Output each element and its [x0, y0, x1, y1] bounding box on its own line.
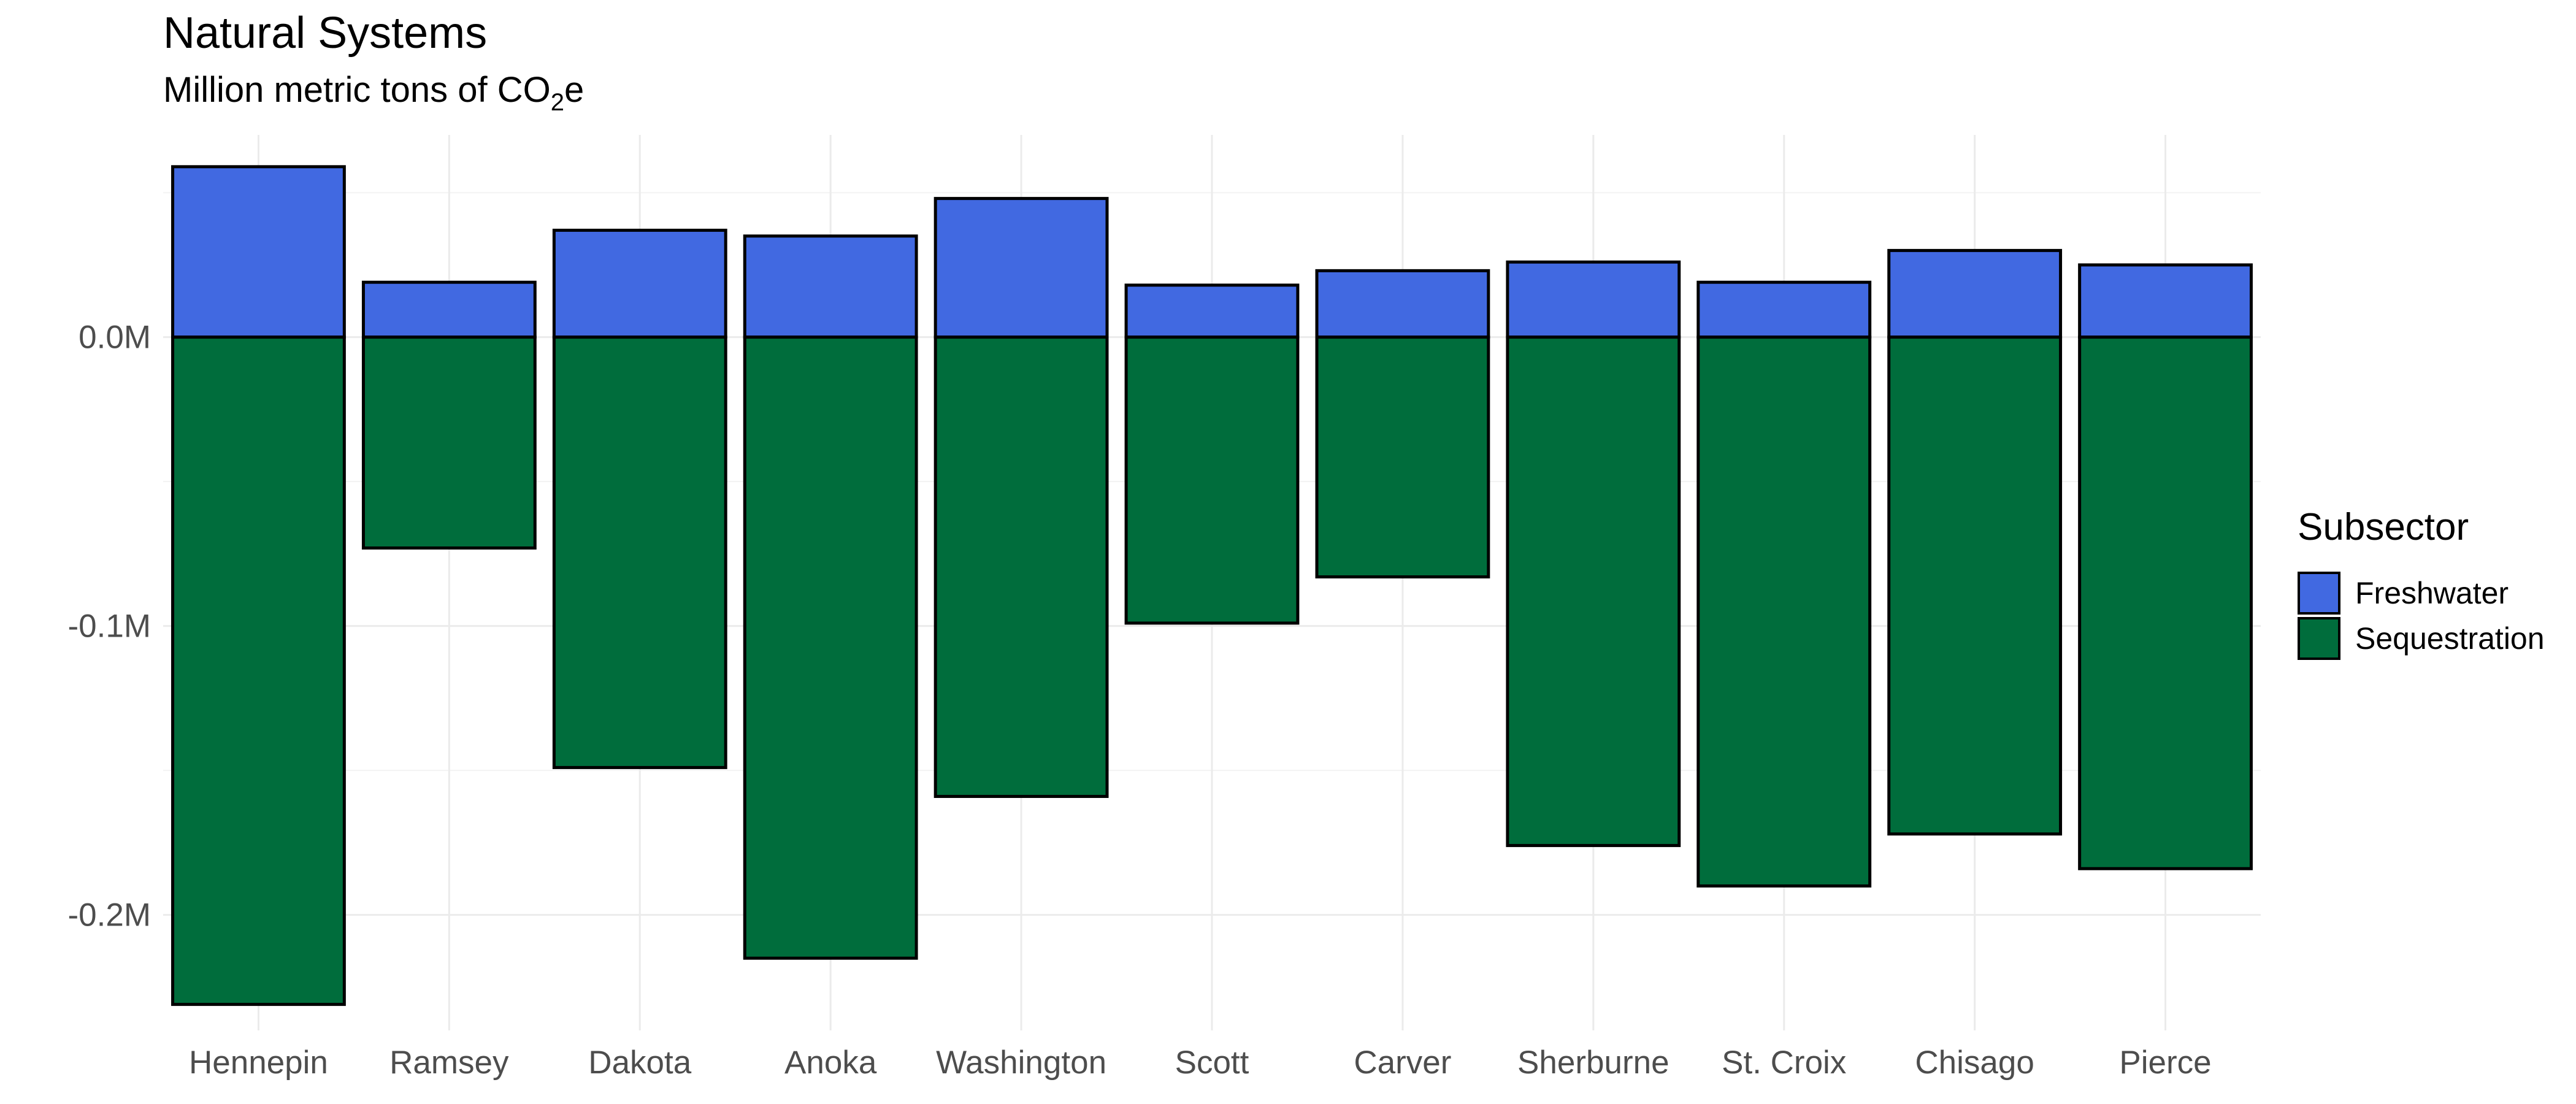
- y-tick-label: -0.2M: [68, 897, 151, 933]
- bar-sequestration-carver: [1315, 335, 1490, 579]
- bar-sequestration-washington: [933, 335, 1109, 799]
- bar-freshwater-ramsey: [361, 280, 537, 339]
- bar-sequestration-hennepin: [171, 335, 346, 1006]
- legend-title: Subsector: [2298, 506, 2469, 548]
- x-tick-label: Scott: [1175, 1045, 1249, 1081]
- x-tick-label: Ramsey: [389, 1045, 509, 1081]
- bar-freshwater-hennepin: [171, 165, 346, 339]
- bar-freshwater-dakota: [552, 228, 727, 339]
- subtitle-suffix: e: [564, 70, 584, 110]
- y-tick-label: -0.1M: [68, 608, 151, 645]
- bar-freshwater-carver: [1315, 269, 1490, 339]
- bar-freshwater-scott: [1124, 283, 1300, 339]
- x-tick-label: St. Croix: [1722, 1045, 1846, 1081]
- bar-sequestration-ramsey: [361, 335, 537, 550]
- y-axis: 0.0M -0.1M -0.2M: [68, 320, 151, 933]
- bar-sequestration-scott: [1124, 335, 1300, 625]
- bar-freshwater-st-croix: [1696, 280, 1872, 339]
- bar-freshwater-pierce: [2078, 263, 2253, 339]
- bar-sequestration-sherburne: [1506, 335, 1681, 848]
- bar-sequestration-pierce: [2078, 335, 2253, 870]
- bars: [171, 165, 2253, 1006]
- bar-sequestration-chisago: [1887, 335, 2063, 836]
- x-tick-label: Dakota: [588, 1045, 691, 1081]
- bar-freshwater-anoka: [743, 234, 918, 339]
- x-tick-label: Hennepin: [189, 1045, 328, 1081]
- chart-subtitle: Million metric tons of CO2e: [163, 70, 584, 116]
- x-tick-label: Sherburne: [1517, 1045, 1669, 1081]
- x-tick-label: Anoka: [784, 1045, 877, 1081]
- bar-sequestration-st-croix: [1696, 335, 1872, 888]
- bar-freshwater-chisago: [1887, 248, 2063, 339]
- subtitle-prefix: Million metric tons of CO: [163, 70, 551, 110]
- legend: Subsector Freshwater Sequestration: [2298, 506, 2545, 660]
- x-tick-label: Washington: [936, 1045, 1106, 1081]
- x-tick-label: Carver: [1354, 1045, 1451, 1081]
- subtitle-subscript: 2: [551, 89, 564, 116]
- x-axis: Hennepin Ramsey Dakota Anoka Washington Scott…: [189, 1045, 2212, 1081]
- bar-sequestration-dakota: [552, 335, 727, 769]
- bar-freshwater-sherburne: [1506, 260, 1681, 339]
- legend-label: Freshwater: [2355, 576, 2509, 610]
- bar-freshwater-washington: [933, 197, 1109, 339]
- chart-title: Natural Systems: [163, 9, 487, 58]
- bar-sequestration-anoka: [743, 335, 918, 960]
- legend-swatch: [2298, 572, 2340, 615]
- legend-swatch: [2298, 617, 2340, 660]
- legend-label: Sequestration: [2355, 621, 2545, 656]
- x-tick-label: Chisago: [1915, 1045, 2034, 1081]
- y-tick-label: 0.0M: [79, 320, 151, 356]
- x-tick-label: Pierce: [2119, 1045, 2211, 1081]
